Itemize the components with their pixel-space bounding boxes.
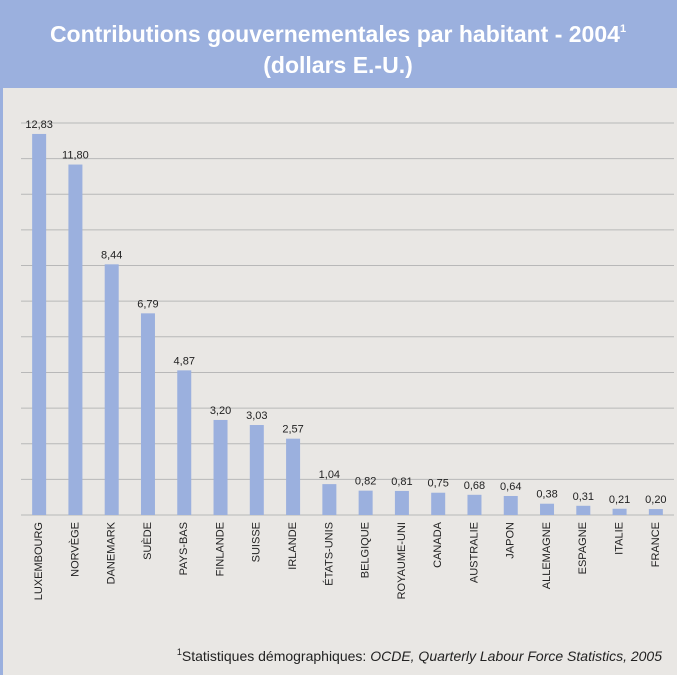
- x-tick-label: BELGIQUE: [360, 522, 372, 578]
- value-label: 3,03: [246, 410, 267, 422]
- bar: [213, 419, 228, 515]
- bar: [540, 503, 555, 515]
- value-label: 8,44: [101, 249, 122, 261]
- left-border: [0, 0, 3, 675]
- value-label: 3,20: [210, 405, 231, 417]
- bar: [104, 264, 119, 515]
- footnote-marker: 1: [177, 647, 182, 657]
- bar: [249, 425, 264, 515]
- value-label: 0,20: [645, 494, 666, 506]
- x-tick-label: FRANCE: [650, 522, 662, 567]
- x-tick-label: AUSTRALIE: [468, 522, 480, 583]
- value-label: 0,68: [464, 480, 485, 492]
- bar: [503, 495, 518, 515]
- value-label: 12,83: [25, 119, 53, 131]
- chart-title: Contributions gouvernementales par habit…: [50, 21, 620, 47]
- value-label: 2,57: [282, 424, 303, 436]
- x-tick-label: NORVÈGE: [68, 522, 81, 577]
- x-tick-label: ROYAUME-UNI: [396, 522, 408, 599]
- x-tick-label: DANEMARK: [106, 521, 118, 584]
- x-tick-label: ÉTATS-UNIS: [322, 522, 335, 586]
- x-tick-label: FINLANDE: [214, 522, 226, 576]
- value-label: 0,82: [355, 476, 376, 488]
- x-tick-label: JAPON: [505, 522, 517, 559]
- x-tick-label: IRLANDE: [287, 522, 299, 570]
- value-label: 4,87: [174, 355, 195, 367]
- x-tick-label: CANADA: [432, 521, 444, 568]
- value-label: 0,64: [500, 481, 521, 493]
- x-tick-label: LUXEMBOURG: [33, 522, 45, 600]
- value-label: 0,81: [391, 476, 412, 488]
- value-label: 11,80: [62, 150, 89, 162]
- footnote: Statistiques démographiques:: [182, 648, 370, 664]
- value-label: 0,31: [573, 491, 594, 503]
- bar: [467, 494, 482, 515]
- bar: [177, 370, 192, 515]
- x-tick-label: PAYS-BAS: [178, 522, 190, 575]
- bar: [648, 509, 663, 515]
- bar: [358, 490, 373, 515]
- header-band: [0, 0, 677, 88]
- x-tick-label: ESPAGNE: [577, 522, 589, 574]
- chart-title-line: Contributions gouvernementales par habit…: [50, 21, 626, 47]
- footnote-line: 1Statistiques démographiques: OCDE, Quar…: [177, 647, 662, 664]
- bar: [431, 492, 446, 515]
- chart-subtitle: (dollars E.-U.): [263, 52, 413, 78]
- value-label: 0,38: [536, 489, 557, 501]
- bar: [322, 484, 337, 515]
- value-label: 0,75: [427, 478, 448, 490]
- bar: [32, 133, 47, 515]
- x-tick-label: ALLEMAGNE: [541, 522, 553, 589]
- bar: [612, 508, 627, 515]
- footnote-source: OCDE, Quarterly Labour Force Statistics,…: [370, 648, 662, 664]
- x-tick-label: SUISSE: [251, 522, 263, 562]
- title-note: 1: [620, 23, 626, 35]
- x-tick-label: ITALIE: [613, 522, 625, 555]
- bar: [576, 505, 591, 515]
- bar: [140, 313, 155, 515]
- bar: [68, 164, 83, 516]
- value-label: 0,21: [609, 494, 630, 506]
- bar: [286, 438, 301, 515]
- value-label: 6,79: [137, 298, 158, 310]
- value-label: 1,04: [319, 469, 340, 481]
- x-tick-label: SUÈDE: [141, 522, 154, 560]
- bar: [394, 490, 409, 515]
